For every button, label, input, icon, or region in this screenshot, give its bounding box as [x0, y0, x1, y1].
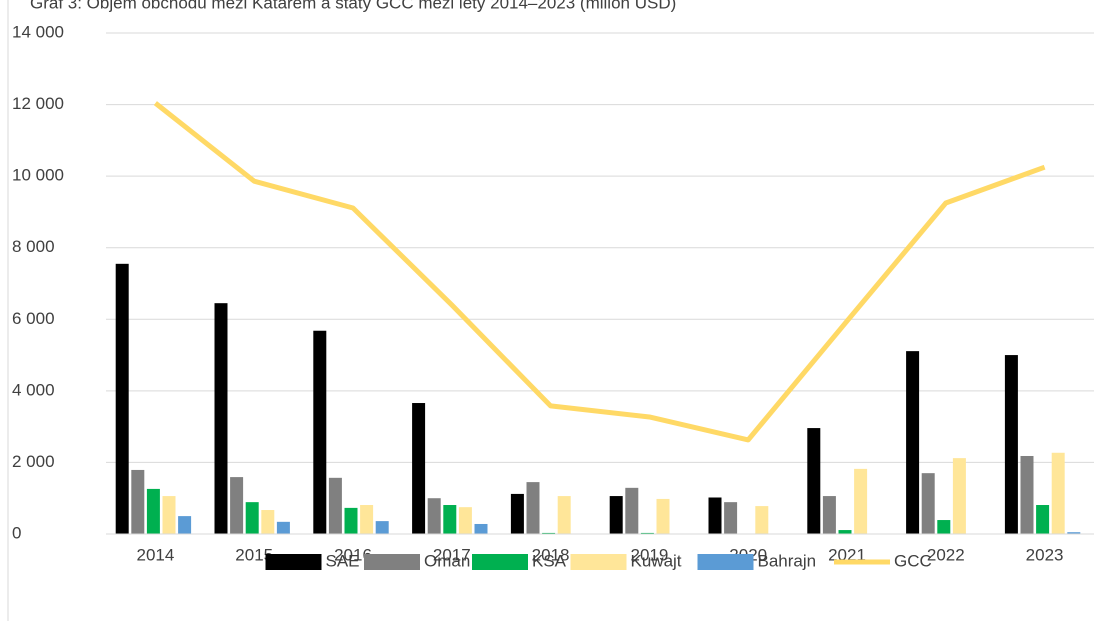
- bar: [708, 497, 722, 534]
- bar: [261, 510, 275, 534]
- y-tick-label: 12 000: [12, 94, 64, 113]
- x-tick-label: 2014: [136, 545, 174, 564]
- bar: [609, 496, 623, 534]
- bar: [474, 523, 488, 534]
- bar: [162, 496, 176, 534]
- bar: [146, 488, 160, 534]
- bar: [1067, 532, 1081, 534]
- bar: [115, 263, 129, 534]
- bar: [906, 351, 920, 534]
- bar: [640, 532, 654, 534]
- legend-label: Oman: [424, 551, 470, 570]
- bar: [510, 493, 524, 534]
- bar: [822, 496, 836, 534]
- bar: [838, 530, 852, 534]
- bar: [245, 502, 259, 534]
- legend-swatch: [265, 554, 322, 570]
- bar: [937, 520, 951, 534]
- legend-swatch: [472, 554, 528, 570]
- bar: [952, 458, 966, 534]
- bar: [526, 482, 540, 534]
- x-tick-label: 2017: [433, 545, 471, 564]
- legend-swatch: [570, 554, 627, 570]
- bar: [458, 507, 472, 534]
- y-tick-label: 4 000: [12, 380, 55, 399]
- bar: [427, 498, 441, 534]
- bar: [313, 330, 327, 534]
- bar: [412, 403, 426, 534]
- bar: [724, 502, 738, 534]
- legend-swatch: [697, 554, 754, 570]
- y-tick-label: 0: [12, 523, 21, 542]
- legend-label: Kuwajt: [631, 551, 682, 570]
- bar: [1036, 505, 1050, 534]
- legend-label: SAE: [326, 551, 360, 570]
- bar: [656, 498, 670, 534]
- bar: [276, 521, 290, 534]
- bar: [214, 303, 228, 534]
- bar: [443, 505, 457, 534]
- bar: [1004, 355, 1018, 534]
- y-tick-label: 8 000: [12, 237, 55, 256]
- bar: [375, 521, 389, 534]
- bar: [344, 507, 358, 534]
- bar: [360, 505, 374, 534]
- bar: [178, 516, 192, 534]
- x-tick-label: 2019: [630, 545, 668, 564]
- bar: [1020, 455, 1034, 534]
- legend-label: Bahrajn: [758, 551, 817, 570]
- y-tick-label: 10 000: [12, 166, 64, 185]
- x-tick-label: 2018: [532, 545, 570, 564]
- bar: [755, 506, 769, 534]
- x-tick-label: 2015: [235, 545, 273, 564]
- legend-label: KSA: [532, 551, 567, 570]
- y-tick-label: 6 000: [12, 309, 55, 328]
- bar: [1051, 452, 1065, 534]
- legend-swatch: [364, 554, 420, 570]
- chart-title: Graf 3: Objem obchodu mezi Katarem a stá…: [30, 0, 676, 12]
- legend-label: GCC: [894, 551, 932, 570]
- x-tick-label: 2022: [927, 545, 965, 564]
- y-tick-label: 14 000: [12, 22, 64, 41]
- x-tick-label: 2016: [334, 545, 372, 564]
- bar: [557, 496, 571, 534]
- bar: [625, 487, 639, 534]
- bar: [854, 468, 868, 534]
- bar: [807, 428, 821, 534]
- x-tick-label: 2023: [1026, 545, 1064, 564]
- y-tick-label: 2 000: [12, 452, 55, 471]
- bar: [328, 477, 342, 534]
- line: [153, 101, 1046, 443]
- bar: [921, 473, 935, 534]
- bar: [542, 532, 556, 534]
- bar: [131, 469, 145, 534]
- bar: [230, 477, 244, 534]
